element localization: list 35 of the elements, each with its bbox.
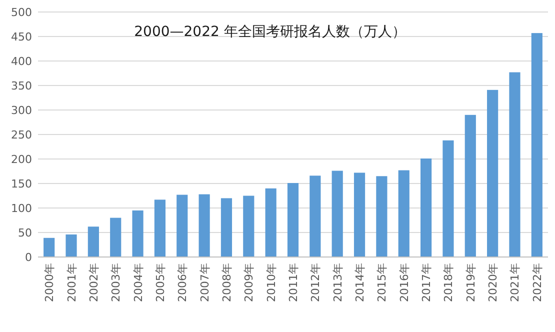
x-tick-label: 2008年 <box>220 263 234 302</box>
x-tick-label: 2017年 <box>420 263 434 302</box>
y-tick-label: 500 <box>11 6 32 19</box>
x-tick-label: 2011年 <box>287 263 300 302</box>
y-tick-label: 450 <box>11 30 32 44</box>
x-tick-label: 2021年 <box>508 263 522 302</box>
x-tick-label: 2010年 <box>264 263 278 302</box>
x-tick-label: 2005年 <box>154 263 167 302</box>
y-tick-label: 350 <box>11 80 32 92</box>
x-tick-label: 2019年 <box>464 263 478 302</box>
x-tick-label: 2009年 <box>242 263 256 302</box>
y-tick-label: 150 <box>11 178 32 190</box>
x-tick-label: 2016年 <box>398 263 411 302</box>
x-tick-label: 2013年 <box>331 263 344 302</box>
x-tick-label: 2007年 <box>198 263 212 302</box>
x-tick-label: 2000年 <box>43 263 56 302</box>
x-tick-label: 2018年 <box>442 263 456 302</box>
x-tick-label: 2004年 <box>132 263 145 302</box>
y-tick-label: 400 <box>11 55 32 68</box>
y-tick-label: 250 <box>11 128 32 142</box>
x-tick-label: 2022年 <box>530 263 544 302</box>
x-tick-label: 2020年 <box>486 263 500 302</box>
y-tick-label: 100 <box>11 202 32 215</box>
x-tick-label: 2003年 <box>110 263 123 302</box>
x-tick-label: 2002年 <box>87 263 100 302</box>
x-tick-label: 2001年 <box>65 263 78 302</box>
x-tick-label: 2015年 <box>376 263 389 302</box>
y-tick-label: 200 <box>11 153 32 166</box>
x-tick-label: 2014年 <box>354 263 367 302</box>
y-tick-label: 50 <box>18 226 32 240</box>
y-tick-label: 300 <box>11 104 32 117</box>
x-tick-label: 2012年 <box>309 263 322 302</box>
y-tick-label: 0 <box>25 251 32 264</box>
text: 2000—2022 年全国考研报名人数（万人） <box>134 24 406 40</box>
x-tick-label: 2006年 <box>176 263 190 302</box>
